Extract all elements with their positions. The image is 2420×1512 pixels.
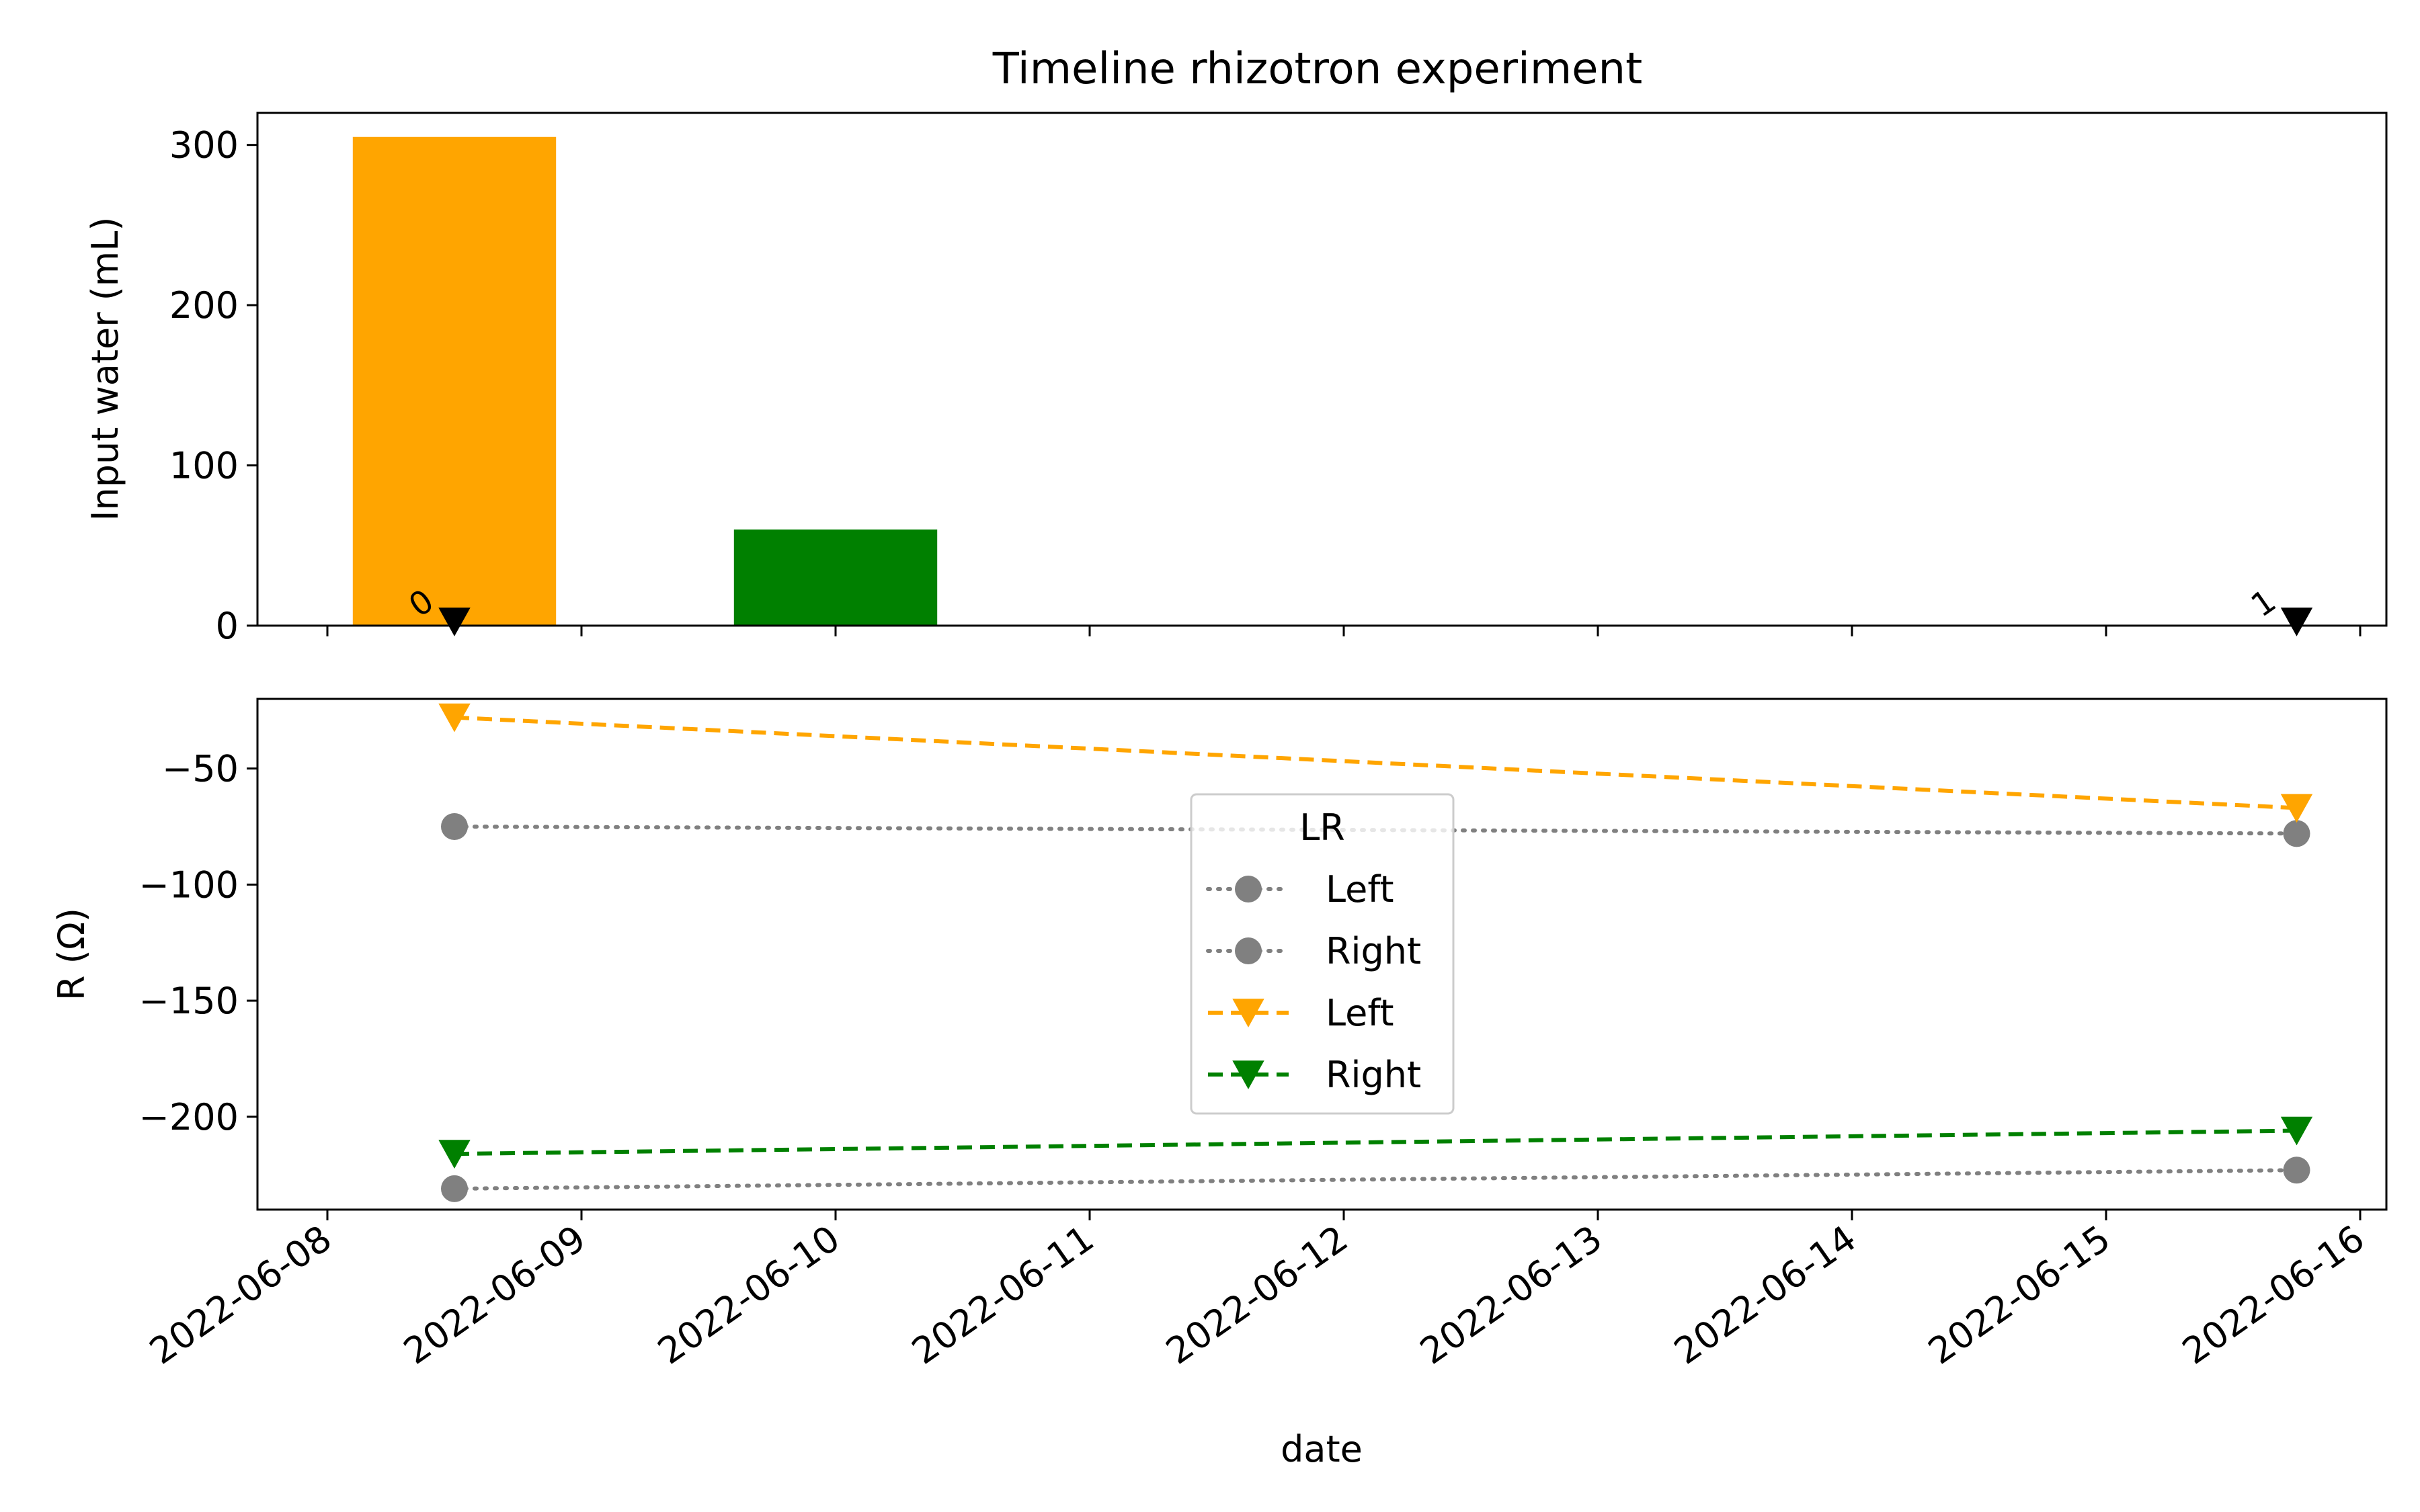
- bottom-series-markers: [438, 703, 2313, 1202]
- legend-entries: Left Right Left Right: [1206, 868, 1421, 1096]
- legend-marker-0: [1235, 876, 1262, 902]
- top-axes-frame: [256, 112, 2388, 627]
- bottom-y-tick-label-1: −100: [139, 864, 239, 906]
- bottom-axes-frame: [256, 698, 2388, 1211]
- series-line-3: [454, 1128, 2297, 1157]
- series-line-1: [452, 1168, 2299, 1191]
- series-1-point-0: [441, 1175, 468, 1202]
- legend-label-1: Right: [1326, 930, 1421, 972]
- top-y-tick-label-2: 200: [169, 284, 239, 327]
- top-y-tick-label-1: 100: [169, 445, 239, 487]
- top-x-ticks: [326, 626, 2362, 636]
- series-3-point-0: [438, 1140, 471, 1169]
- series-2-point-0: [438, 703, 471, 732]
- series-0-point-0: [441, 813, 468, 840]
- top-y-axis-label: Input water (mL): [84, 217, 126, 521]
- bottom-y-ticks: −50 −100 −150 −200: [139, 748, 257, 1138]
- bottom-y-tick-label-0: −50: [162, 748, 239, 790]
- legend-label-0: Left: [1326, 868, 1394, 911]
- bottom-y-axis-label: R (Ω): [50, 908, 93, 1001]
- series-1-point-1: [2283, 1157, 2310, 1184]
- bottom-y-tick-label-2: −150: [139, 980, 239, 1022]
- top-bars: [352, 136, 938, 626]
- series-2-point-1: [2280, 794, 2313, 823]
- top-y-ticks: 0 100 200 300: [169, 124, 257, 647]
- series-0-point-1: [2283, 820, 2310, 847]
- legend-label-3: Right: [1326, 1054, 1421, 1096]
- series-line-2: [454, 715, 2297, 810]
- legend-marker-1: [1235, 937, 1262, 964]
- top-y-tick-label-3: 300: [169, 124, 239, 167]
- legend: LR Left Right Left Right: [1190, 793, 1455, 1115]
- legend-box: [1190, 793, 1455, 1115]
- x-axis-label: date: [1281, 1428, 1363, 1470]
- event-marker-0: [438, 607, 471, 636]
- water-bar-1: [733, 529, 938, 626]
- event-marker-1: [2280, 607, 2313, 636]
- legend-title: LR: [1299, 806, 1345, 849]
- series-3-point-1: [2280, 1116, 2313, 1146]
- legend-label-2: Left: [1326, 992, 1394, 1034]
- top-y-tick-label-0: 0: [216, 605, 239, 647]
- water-bar-0: [352, 136, 557, 626]
- legend-marker-2: [1232, 999, 1264, 1027]
- chart-title: Timeline rhizotron experiment: [992, 44, 1642, 94]
- legend-marker-3: [1232, 1060, 1264, 1089]
- bottom-y-tick-label-3: −200: [139, 1096, 239, 1138]
